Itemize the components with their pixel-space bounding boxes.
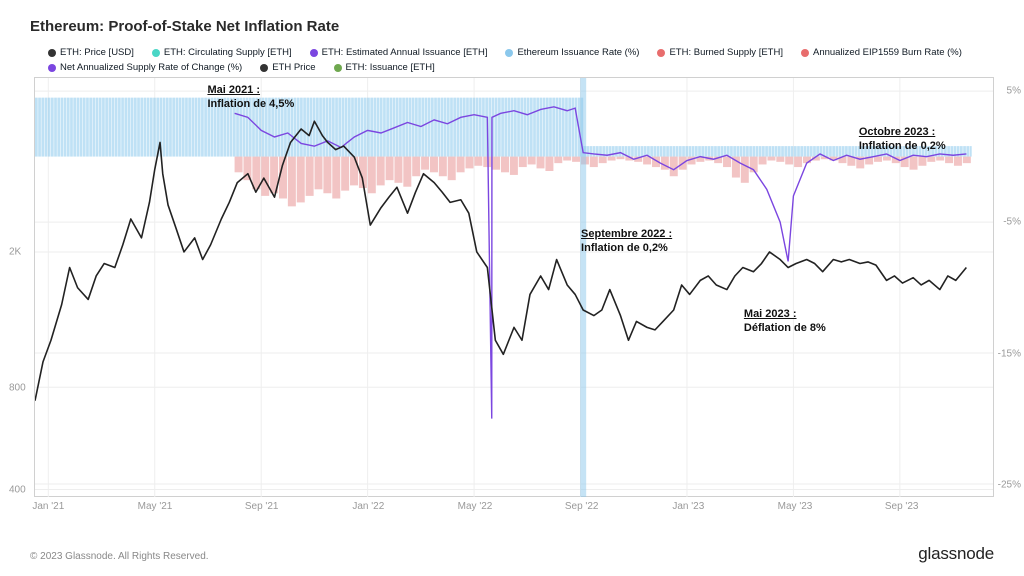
legend-label: Net Annualized Supply Rate of Change (%) [60,62,242,73]
legend-label: Ethereum Issuance Rate (%) [517,47,639,58]
x-tick: Sep '22 [565,501,599,512]
legend-swatch [310,49,318,57]
legend-item: ETH: Estimated Annual Issuance [ETH] [310,47,488,58]
legend-label: Annualized EIP1559 Burn Rate (%) [813,47,962,58]
annotation-text: Inflation de 0,2% [581,242,668,254]
chart-svg [35,78,993,497]
legend-item: ETH: Burned Supply [ETH] [657,47,783,58]
x-tick: Sep '21 [245,501,279,512]
x-tick: May '21 [138,501,173,512]
x-tick: May '23 [778,501,813,512]
legend-label: ETH: Burned Supply [ETH] [669,47,783,58]
legend: ETH: Price [USD] ETH: Circulating Supply … [30,47,1004,73]
legend-item: ETH: Circulating Supply [ETH] [152,47,292,58]
legend-item: Ethereum Issuance Rate (%) [505,47,639,58]
y-right-tick: -15% [998,348,1021,359]
legend-label: ETH: Circulating Supply [ETH] [164,47,292,58]
annotation-a3: Octobre 2023 :Inflation de 0,2% [859,126,946,154]
x-tick: Jan '23 [672,501,704,512]
x-tick: Jan '22 [352,501,384,512]
annotation-title: Septembre 2022 : [581,228,672,242]
x-tick: May '22 [458,501,493,512]
chart-title: Ethereum: Proof-of-Stake Net Inflation R… [30,18,1004,35]
legend-item: ETH: Issuance [ETH] [334,62,435,73]
x-tick: Jan '21 [32,501,64,512]
y-right-tick: 5% [1007,86,1021,97]
y-left-tick: 2K [9,247,21,258]
annotation-title: Octobre 2023 : [859,126,946,140]
legend-swatch [801,49,809,57]
legend-label: ETH: Issuance [ETH] [346,62,435,73]
annotation-a4: Mai 2023 :Déflation de 8% [744,308,826,336]
brand-logo: glassnode [918,544,994,564]
legend-swatch [505,49,513,57]
legend-swatch [657,49,665,57]
annotation-a2: Septembre 2022 :Inflation de 0,2% [581,228,672,256]
y-right-tick: -5% [1003,217,1021,228]
annotation-text: Inflation de 4,5% [207,98,294,110]
legend-item: ETH Price [260,62,315,73]
legend-label: ETH: Price [USD] [60,47,134,58]
annotation-a1: Mai 2021 :Inflation de 4,5% [207,84,294,112]
legend-swatch [48,49,56,57]
legend-swatch [152,49,160,57]
y-left-tick: 800 [9,382,26,393]
y-right-tick: -25% [998,479,1021,490]
annotation-title: Mai 2023 : [744,308,826,322]
x-tick: Sep '23 [885,501,919,512]
legend-swatch [260,64,268,72]
legend-item: ETH: Price [USD] [48,47,134,58]
annotation-title: Mai 2021 : [207,84,294,98]
legend-item: Net Annualized Supply Rate of Change (%) [48,62,242,73]
legend-swatch [48,64,56,72]
annotation-text: Inflation de 0,2% [859,140,946,152]
copyright-text: © 2023 Glassnode. All Rights Reserved. [30,551,209,562]
legend-item: Annualized EIP1559 Burn Rate (%) [801,47,962,58]
annotation-text: Déflation de 8% [744,322,826,334]
y-left-tick: 400 [9,485,26,496]
legend-label: ETH Price [272,62,315,73]
legend-swatch [334,64,342,72]
legend-label: ETH: Estimated Annual Issuance [ETH] [322,47,488,58]
chart-area: 4008002K 5%-5%-15%-25% Jan '21May '21Sep… [34,77,994,497]
